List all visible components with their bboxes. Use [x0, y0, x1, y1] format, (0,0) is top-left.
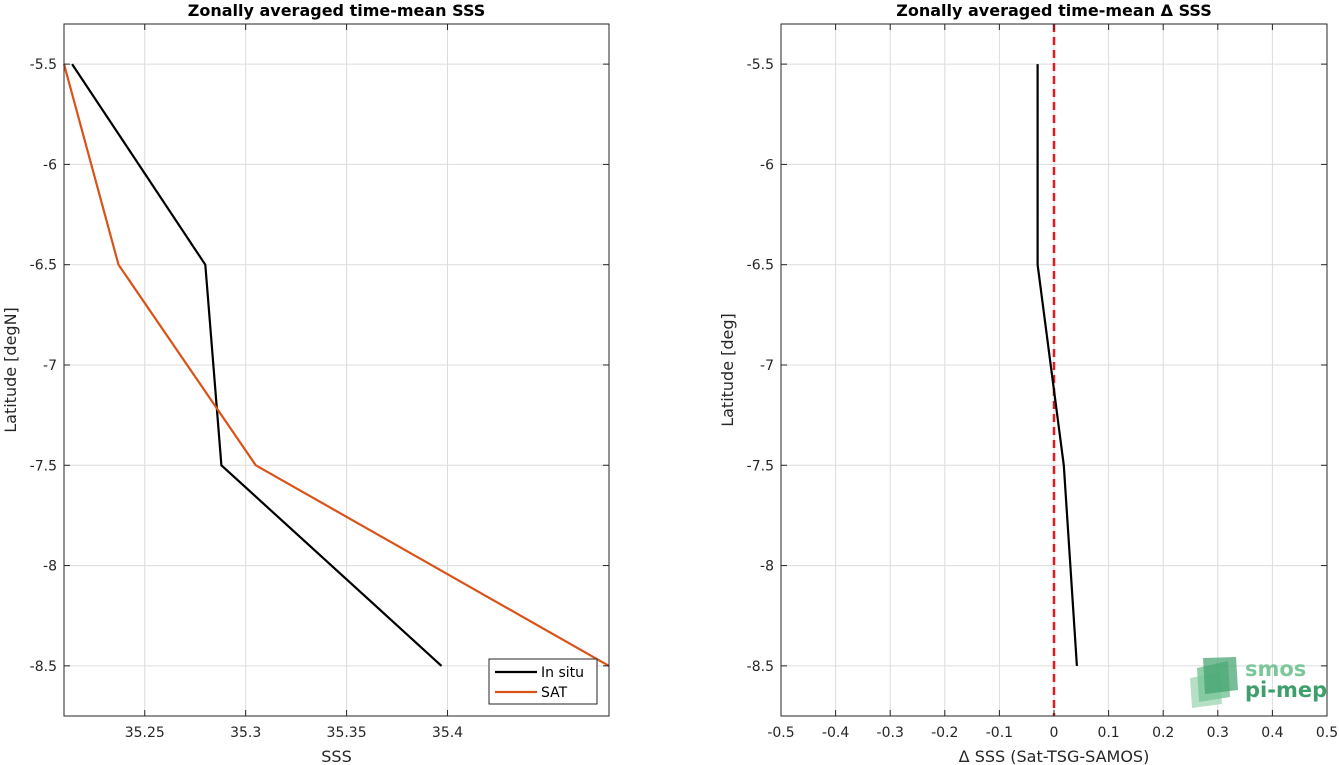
- x-tick-label: 35.4: [432, 725, 463, 741]
- delta-sss-chart-title: Zonally averaged time-mean Δ SSS: [896, 1, 1212, 20]
- legend-label-sat: SAT: [541, 685, 568, 701]
- y-tick-label: -8.5: [747, 659, 774, 675]
- y-tick-label: -6.5: [747, 258, 774, 274]
- x-tick-label: -0.4: [822, 725, 849, 741]
- delta-sss-x-axis-label: Δ SSS (Sat-TSG-SAMOS): [959, 747, 1150, 765]
- sss-legend: In situ SAT: [488, 658, 598, 705]
- delta-sss-chart: -0.5 -0.4 -0.3 -0.2 -0.1 0 0.1 0.2 0.3 0.4 0.5 -5.5…: [718, 1, 1338, 765]
- sss-series: [62, 63, 610, 667]
- sss-y-axis-label: Latitude [degN]: [1, 307, 20, 433]
- x-tick-label: 35.3: [230, 725, 261, 741]
- x-tick-label: 0.2: [1152, 725, 1174, 741]
- x-tick-label: -0.2: [931, 725, 958, 741]
- legend-box: [488, 658, 598, 705]
- x-tick-label: 0.4: [1261, 725, 1283, 741]
- x-tick-label: 0: [1050, 725, 1059, 741]
- logo-text-smos: smos: [1245, 657, 1306, 681]
- sss-axes-frame: [63, 23, 610, 717]
- series-line-in-situ: [71, 63, 443, 667]
- y-tick-label: -6: [760, 157, 774, 173]
- delta-sss-series: [1036, 24, 1078, 716]
- series-line-sat: [62, 63, 610, 667]
- x-tick-label: 0.3: [1207, 725, 1229, 741]
- series-line-delta-sss: [1036, 64, 1078, 666]
- sss-x-axis-label: SSS: [321, 747, 351, 765]
- y-tick-label: -7.5: [747, 458, 774, 474]
- sss-chart-title: Zonally averaged time-mean SSS: [188, 1, 486, 20]
- sss-ticks: 35.25 35.3 35.35 35.4 -5.5 -6 -6.5 -7 -7.5 -8 -8.5: [30, 24, 609, 741]
- x-tick-label: -0.3: [877, 725, 904, 741]
- y-tick-label: -8: [760, 559, 774, 575]
- logo-mark-icon: [1190, 657, 1238, 708]
- sss-plot-area: [64, 24, 609, 716]
- y-tick-label: -8.5: [30, 659, 57, 675]
- y-tick-label: -8: [43, 559, 57, 575]
- x-tick-label: -0.1: [986, 725, 1013, 741]
- x-tick-label: 35.25: [125, 725, 165, 741]
- x-tick-label: 0.5: [1316, 725, 1338, 741]
- y-tick-label: -7.5: [30, 458, 57, 474]
- delta-sss-ticks: -0.5 -0.4 -0.3 -0.2 -0.1 0 0.1 0.2 0.3 0.4 0.5 -5.5…: [747, 24, 1338, 741]
- y-tick-label: -5.5: [747, 57, 774, 73]
- sss-chart: 35.25 35.3 35.35 35.4 -5.5 -6 -6.5 -7 -7.5 -8 -8.5…: [1, 1, 610, 765]
- y-tick-label: -7: [43, 358, 57, 374]
- y-tick-label: -7: [760, 358, 774, 374]
- logo-text-pi-mep: pi-mep: [1245, 678, 1327, 702]
- x-tick-label: 35.35: [327, 725, 367, 741]
- sss-grid: [64, 24, 609, 716]
- smos-pi-mep-logo: smos pi-mep: [1190, 657, 1327, 708]
- x-tick-label: 0.1: [1097, 725, 1119, 741]
- delta-sss-y-axis-label: Latitude [deg]: [718, 313, 737, 427]
- y-tick-label: -6: [43, 157, 57, 173]
- y-tick-label: -5.5: [30, 57, 57, 73]
- legend-label-in-situ: In situ: [541, 665, 584, 681]
- x-tick-label: -0.5: [767, 725, 794, 741]
- y-tick-label: -6.5: [30, 258, 57, 274]
